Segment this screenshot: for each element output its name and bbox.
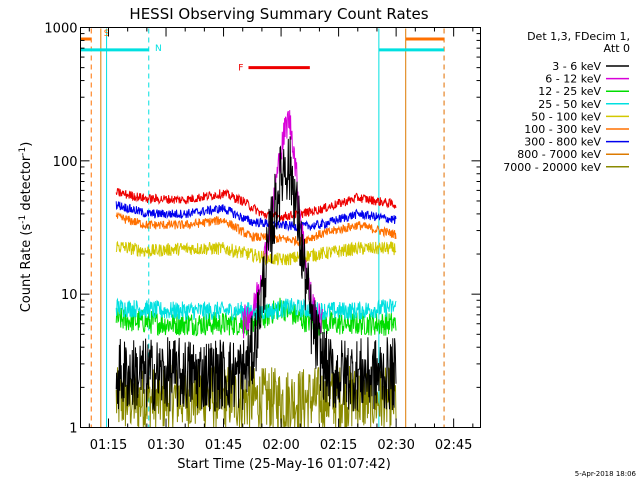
y-tick-label-10: 10 — [61, 288, 78, 303]
x-axis-label: Start Time (25-May-16 01:07:42) — [177, 457, 391, 472]
series-line-7000-20000-kev — [115, 363, 397, 430]
legend-label-7000-20000-kev: 7000 - 20000 keV — [503, 161, 601, 174]
x-tick-label-0245: 02:45 — [435, 438, 472, 453]
legend-label-3-6-kev: 3 - 6 keV — [552, 60, 601, 73]
x-tick-label-0115: 01:15 — [90, 438, 127, 453]
legend-label-25-50-kev: 25 - 50 keV — [538, 98, 601, 111]
series-line-unlabeled — [115, 188, 397, 222]
x-tick-label-0215: 02:15 — [320, 438, 357, 453]
flag-f-label: F — [238, 64, 243, 74]
series-line-300-800-kev — [115, 201, 397, 232]
series-line-3-6-kev — [115, 136, 397, 412]
x-tick-label-0200: 02:00 — [262, 438, 299, 453]
legend-label-100-300-kev: 100 - 300 keV — [524, 123, 601, 136]
series-line-100-300-kev — [115, 211, 397, 247]
plot-timestamp: 5-Apr-2018 18:06 — [575, 470, 637, 478]
x-tick-label-0230: 02:30 — [377, 438, 414, 453]
x-tick-label-0145: 01:45 — [205, 438, 242, 453]
flag-s-label: S — [104, 29, 110, 39]
series-line-25-50-kev — [115, 297, 397, 321]
legend-header-line-2: Att 0 — [604, 42, 630, 55]
y-tick-label-1000: 1000 — [44, 22, 77, 37]
series-line-6-12-kev — [242, 110, 324, 339]
legend-label-50-100-kev: 50 - 100 keV — [531, 110, 601, 123]
series-line-12-25-kev — [115, 297, 397, 337]
plot-frame — [80, 27, 481, 428]
legend-label-12-25-kev: 12 - 25 keV — [538, 85, 601, 98]
legend-label-300-800-kev: 300 - 800 keV — [524, 136, 601, 149]
plot-area: S N F 1 10 100 1000 01:15 01:30 01:45 02:00 02:15 0… — [44, 22, 481, 453]
y-tick-label-1: 1 — [69, 422, 77, 437]
y-tick-label-100: 100 — [53, 155, 78, 170]
y-axis-label: Count Rate (s-1 detector-1) — [18, 142, 34, 313]
flag-n-label: N — [155, 44, 162, 54]
chart-title: HESSI Observing Summary Count Rates — [129, 5, 428, 23]
legend-label-6-12-kev: 6 - 12 keV — [545, 73, 601, 86]
legend-header-line-1: Det 1,3, FDecim 1, — [527, 30, 630, 43]
series-line-50-100-kev — [115, 240, 397, 266]
x-tick-label-0130: 01:30 — [147, 438, 184, 453]
legend-label-800-7000-kev: 800 - 7000 keV — [517, 148, 601, 161]
